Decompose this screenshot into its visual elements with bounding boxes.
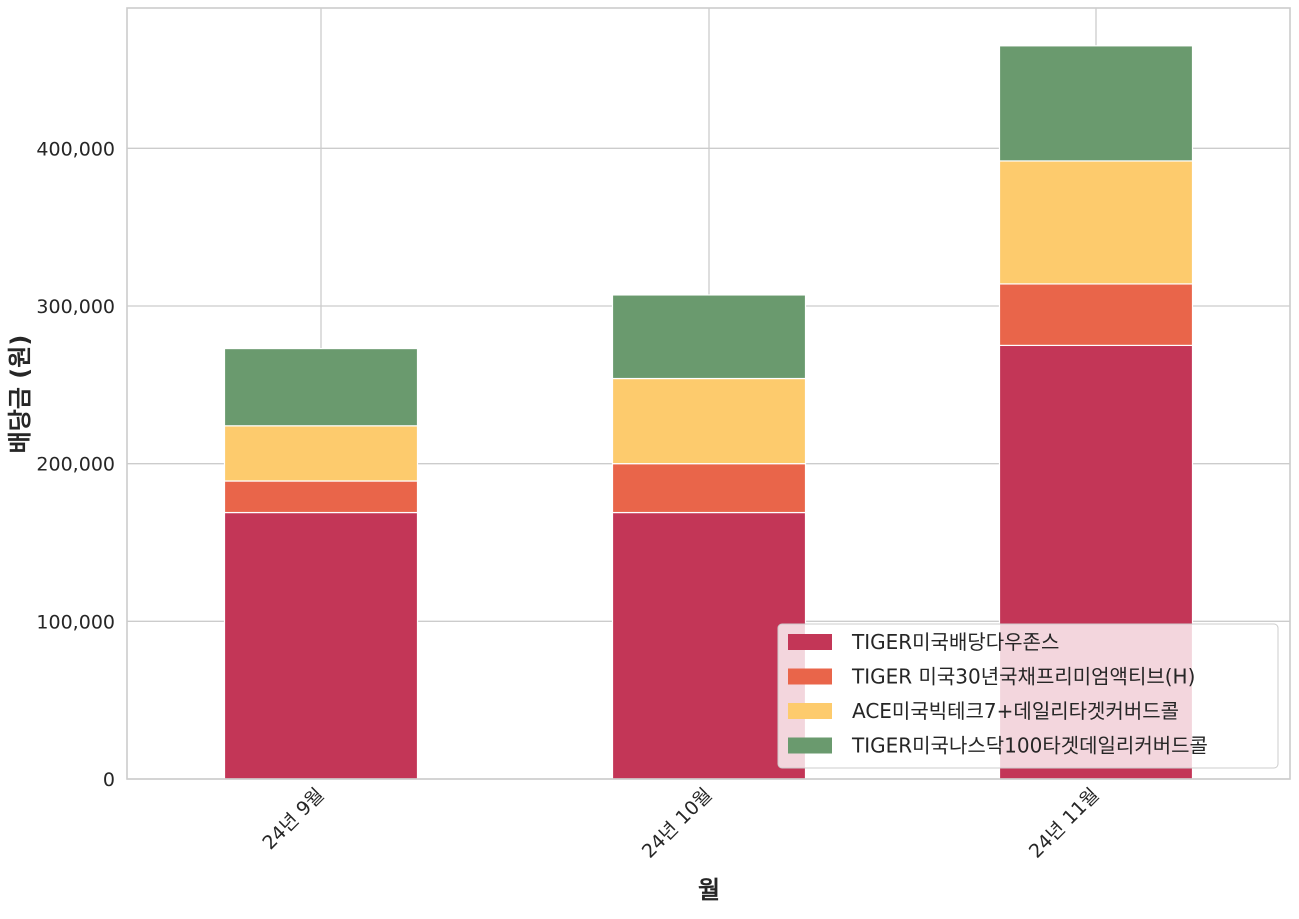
y-tick-label: 400,000	[36, 138, 115, 160]
x-tick-label: 24년 10월	[638, 784, 717, 863]
plot-frame	[126, 7, 1291, 780]
bar-segment-3-2	[611, 377, 807, 465]
y-tick-label: 100,000	[36, 611, 115, 633]
legend-swatch	[788, 703, 832, 719]
bar-segment-4-1	[223, 347, 419, 427]
bar-segment-1-2	[611, 511, 807, 780]
bar-segment-3-3	[998, 160, 1194, 285]
x-tick-label: 24년 9월	[258, 784, 328, 854]
bar-segment-2-2	[611, 463, 807, 514]
y-tick-label: 200,000	[36, 454, 115, 476]
bar-segment-2-1	[223, 480, 419, 514]
y-tick-label: 300,000	[36, 296, 115, 318]
legend-label: ACE미국빅테크7+데일리타겟커버드콜	[852, 699, 1179, 723]
y-tick-label: 0	[103, 769, 115, 791]
bars-layer	[223, 45, 1194, 780]
legend-swatch	[788, 668, 832, 685]
bar-segment-2-3	[998, 283, 1194, 347]
bar-segment-4-2	[611, 294, 807, 380]
bar-segment-4-3	[998, 45, 1194, 162]
legend-items: TIGER미국배당다우존스 TIGER 미국30년국채프리미엄액티브(H) ACE미…	[788, 630, 1208, 758]
legend-box	[777, 623, 1279, 769]
x-axis-title: 월	[698, 876, 720, 904]
x-tick-labels: 24년 9월 24년 10월 24년 11월	[258, 784, 1103, 863]
bar-segment-3-1	[223, 425, 419, 482]
legend-swatch	[788, 737, 832, 754]
y-axis-title: 배당금 (원)	[6, 335, 34, 454]
legend-label: TIGER미국배당다우존스	[851, 630, 1059, 654]
x-tick-label: 24년 11월	[1025, 784, 1104, 863]
legend-label: TIGER 미국30년국채프리미엄액티브(H)	[851, 665, 1195, 689]
bar-segment-1-1	[223, 511, 419, 780]
legend: TIGER미국배당다우존스 TIGER 미국30년국채프리미엄액티브(H) ACE미…	[777, 623, 1279, 769]
legend-swatch	[788, 634, 832, 650]
y-tick-labels: 0 100,000 200,000 300,000 400,000	[36, 138, 115, 791]
legend-label: TIGER미국나스닥100타겟데일리커버드콜	[851, 734, 1208, 758]
